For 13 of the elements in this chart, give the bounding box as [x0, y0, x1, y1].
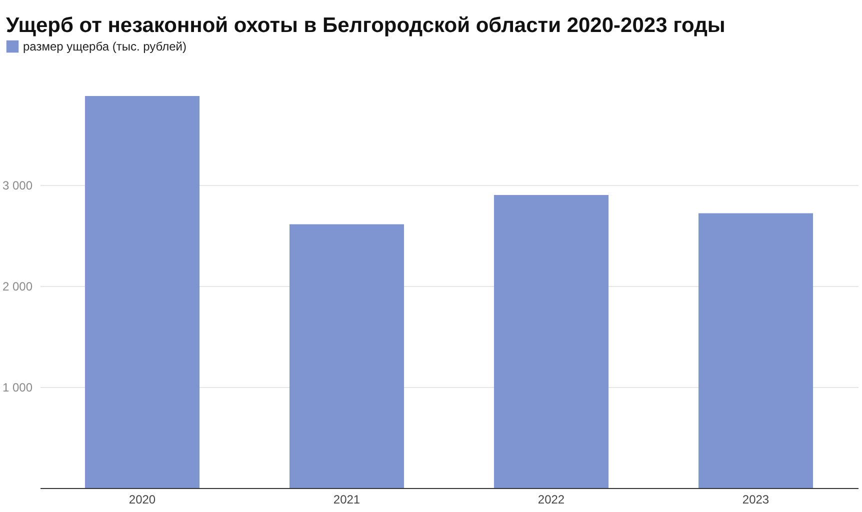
bar: [494, 195, 609, 488]
legend-label: размер ущерба (тыс. рублей): [23, 40, 187, 54]
x-tick-label: 2022: [538, 492, 565, 506]
bar: [84, 96, 200, 488]
bar: [289, 224, 404, 488]
x-tick-label: 2023: [742, 492, 770, 506]
chart-title: Ущерб от незаконной охоты в Белгородской области 2020-2023 годы: [6, 14, 726, 37]
bar: [698, 213, 814, 488]
y-tick-label: 3 000: [2, 178, 33, 192]
y-tick-label: 1 000: [2, 380, 33, 394]
x-tick-label: 2021: [333, 492, 360, 506]
x-tick-label: 2020: [128, 492, 156, 506]
y-tick-label: 2 000: [2, 279, 33, 294]
